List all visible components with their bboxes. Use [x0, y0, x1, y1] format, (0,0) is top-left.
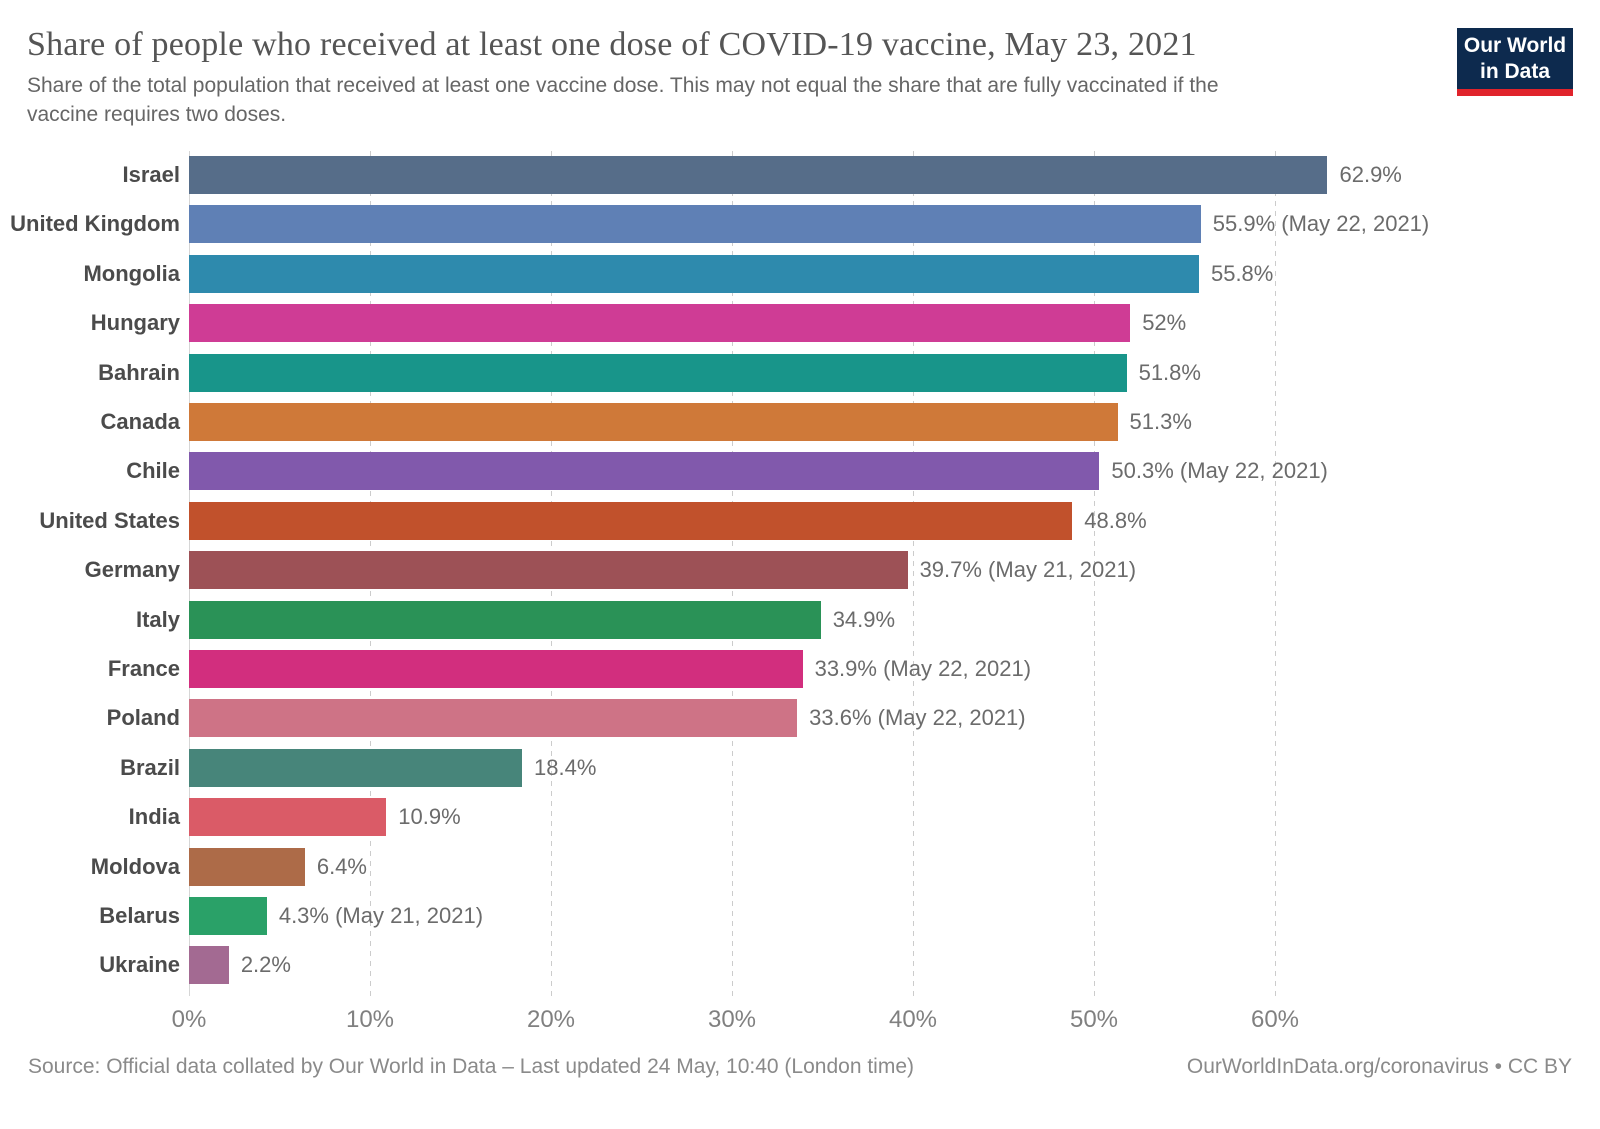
bar-row-hungary: Hungary 52% — [0, 304, 1600, 343]
bar-canada[interactable] — [189, 403, 1118, 441]
bar-germany[interactable] — [189, 551, 908, 590]
country-label-france: France — [107, 656, 180, 681]
bar-ukraine[interactable] — [189, 946, 229, 985]
bar-bahrain[interactable] — [189, 353, 1127, 392]
bar-hungary[interactable] — [189, 304, 1131, 343]
x-tick-label-40: 40% — [888, 1006, 938, 1033]
bar-row-belarus: Belarus 4.3% (May 21, 2021) — [0, 897, 1600, 935]
country-label-poland: Poland — [106, 705, 180, 731]
chart-footer: Source: Official data collated by Our Wo… — [28, 1055, 1572, 1079]
bar-row-italy: Italy 34.9% — [0, 600, 1600, 639]
chart-subtitle-line1: Share of the total population that recei… — [27, 74, 1219, 97]
bar-brazil[interactable] — [189, 748, 523, 787]
country-label-germany: Germany — [84, 557, 180, 583]
owid-logo[interactable]: Our World in Data — [1457, 28, 1573, 96]
x-tick-label-30: 30% — [707, 1006, 757, 1033]
value-label-moldova: 6.4% — [316, 853, 367, 879]
x-tick-label-10: 10% — [345, 1006, 395, 1033]
bar-moldova[interactable] — [189, 847, 305, 886]
bar-united-kingdom[interactable] — [189, 205, 1201, 244]
x-tick-label-50: 50% — [1069, 1006, 1119, 1033]
country-label-united-states: United States — [39, 507, 180, 533]
bar-row-canada: Canada 51.3% — [0, 403, 1600, 441]
value-label-germany: 39.7% (May 21, 2021) — [919, 557, 1137, 583]
value-label-italy: 34.9% — [832, 606, 896, 632]
value-label-chile: 50.3% (May 22, 2021) — [1111, 458, 1328, 484]
bar-row-mongolia: Mongolia 55.8% — [0, 254, 1600, 293]
value-label-ukraine: 2.2% — [240, 952, 291, 978]
bar-row-france: France 33.9% (May 22, 2021) — [0, 650, 1600, 688]
chart-title: Share of people who received at least on… — [27, 26, 1197, 63]
bar-israel[interactable] — [189, 156, 1328, 194]
chart-subtitle: Share of the total population that recei… — [27, 71, 1219, 129]
value-label-mongolia: 55.8% — [1210, 260, 1274, 286]
country-label-brazil: Brazil — [120, 754, 180, 780]
owid-logo-line2: in Data — [1479, 59, 1550, 83]
value-label-poland: 33.6% (May 22, 2021) — [809, 705, 1026, 731]
bar-row-ukraine: Ukraine 2.2% — [0, 946, 1600, 985]
bar-poland[interactable] — [189, 699, 798, 738]
bar-india[interactable] — [189, 798, 387, 837]
bar-row-brazil: Brazil 18.4% — [0, 748, 1600, 787]
bar-united-states[interactable] — [189, 501, 1073, 540]
value-label-bahrain: 51.8% — [1138, 359, 1201, 385]
bar-row-chile: Chile 50.3% (May 22, 2021) — [0, 452, 1600, 491]
bar-row-united-states: United States 48.8% — [0, 501, 1600, 540]
chart-plot-area: 0% 10% 20% 30% 40% 50% 60% Israel 62.9% United Ki… — [0, 151, 1600, 1051]
owid-logo-strip — [1457, 89, 1573, 96]
owid-logo-box: Our World in Data — [1457, 28, 1573, 89]
bar-row-israel: Israel 62.9% — [0, 156, 1600, 194]
x-tick-label-60: 60% — [1250, 1006, 1300, 1033]
country-label-chile: Chile — [126, 458, 180, 484]
bar-belarus[interactable] — [189, 897, 267, 935]
gridline-40 — [913, 151, 914, 996]
country-label-israel: Israel — [122, 162, 181, 187]
x-tick-label-20: 20% — [526, 1006, 576, 1033]
gridline-60 — [1275, 151, 1276, 996]
bar-row-united-kingdom: United Kingdom 55.9% (May 22, 2021) — [0, 205, 1600, 244]
bar-row-moldova: Moldova 6.4% — [0, 847, 1600, 886]
value-label-hungary: 52% — [1142, 310, 1187, 336]
bar-row-bahrain: Bahrain 51.8% — [0, 353, 1600, 392]
value-label-belarus: 4.3% (May 21, 2021) — [278, 903, 484, 928]
country-label-bahrain: Bahrain — [98, 359, 180, 385]
bar-row-poland: Poland 33.6% (May 22, 2021) — [0, 699, 1600, 738]
bar-chile[interactable] — [189, 452, 1100, 491]
owid-logo-line1: Our World — [1463, 33, 1567, 57]
country-label-canada: Canada — [100, 409, 180, 434]
value-label-canada: 51.3% — [1129, 409, 1192, 434]
value-label-united-states: 48.8% — [1084, 507, 1147, 533]
x-tick-label-0: 0% — [171, 1006, 207, 1033]
gridline-50 — [1094, 151, 1095, 996]
country-label-moldova: Moldova — [90, 853, 180, 879]
chart-subtitle-line2: vaccine requires two doses. — [27, 103, 287, 126]
value-label-brazil: 18.4% — [534, 754, 597, 780]
country-label-mongolia: Mongolia — [83, 260, 180, 286]
value-label-india: 10.9% — [398, 804, 461, 830]
bar-row-germany: Germany 39.7% (May 21, 2021) — [0, 551, 1600, 590]
country-label-hungary: Hungary — [90, 310, 180, 336]
country-label-italy: Italy — [135, 606, 180, 632]
country-label-united-kingdom: United Kingdom — [10, 211, 180, 237]
value-label-france: 33.9% (May 22, 2021) — [814, 656, 1032, 681]
bar-italy[interactable] — [189, 600, 821, 639]
value-label-israel: 62.9% — [1339, 162, 1402, 187]
country-label-india: India — [128, 804, 180, 830]
footer-link[interactable]: OurWorldInData.org/coronavirus • CC BY — [1186, 1055, 1572, 1078]
bar-row-india: India 10.9% — [0, 798, 1600, 837]
value-label-united-kingdom: 55.9% (May 22, 2021) — [1212, 211, 1430, 237]
bar-mongolia[interactable] — [189, 254, 1199, 293]
country-label-ukraine: Ukraine — [99, 952, 180, 978]
bar-france[interactable] — [189, 650, 803, 688]
country-label-belarus: Belarus — [99, 903, 180, 928]
source-text: Source: Official data collated by Our Wo… — [28, 1055, 914, 1078]
